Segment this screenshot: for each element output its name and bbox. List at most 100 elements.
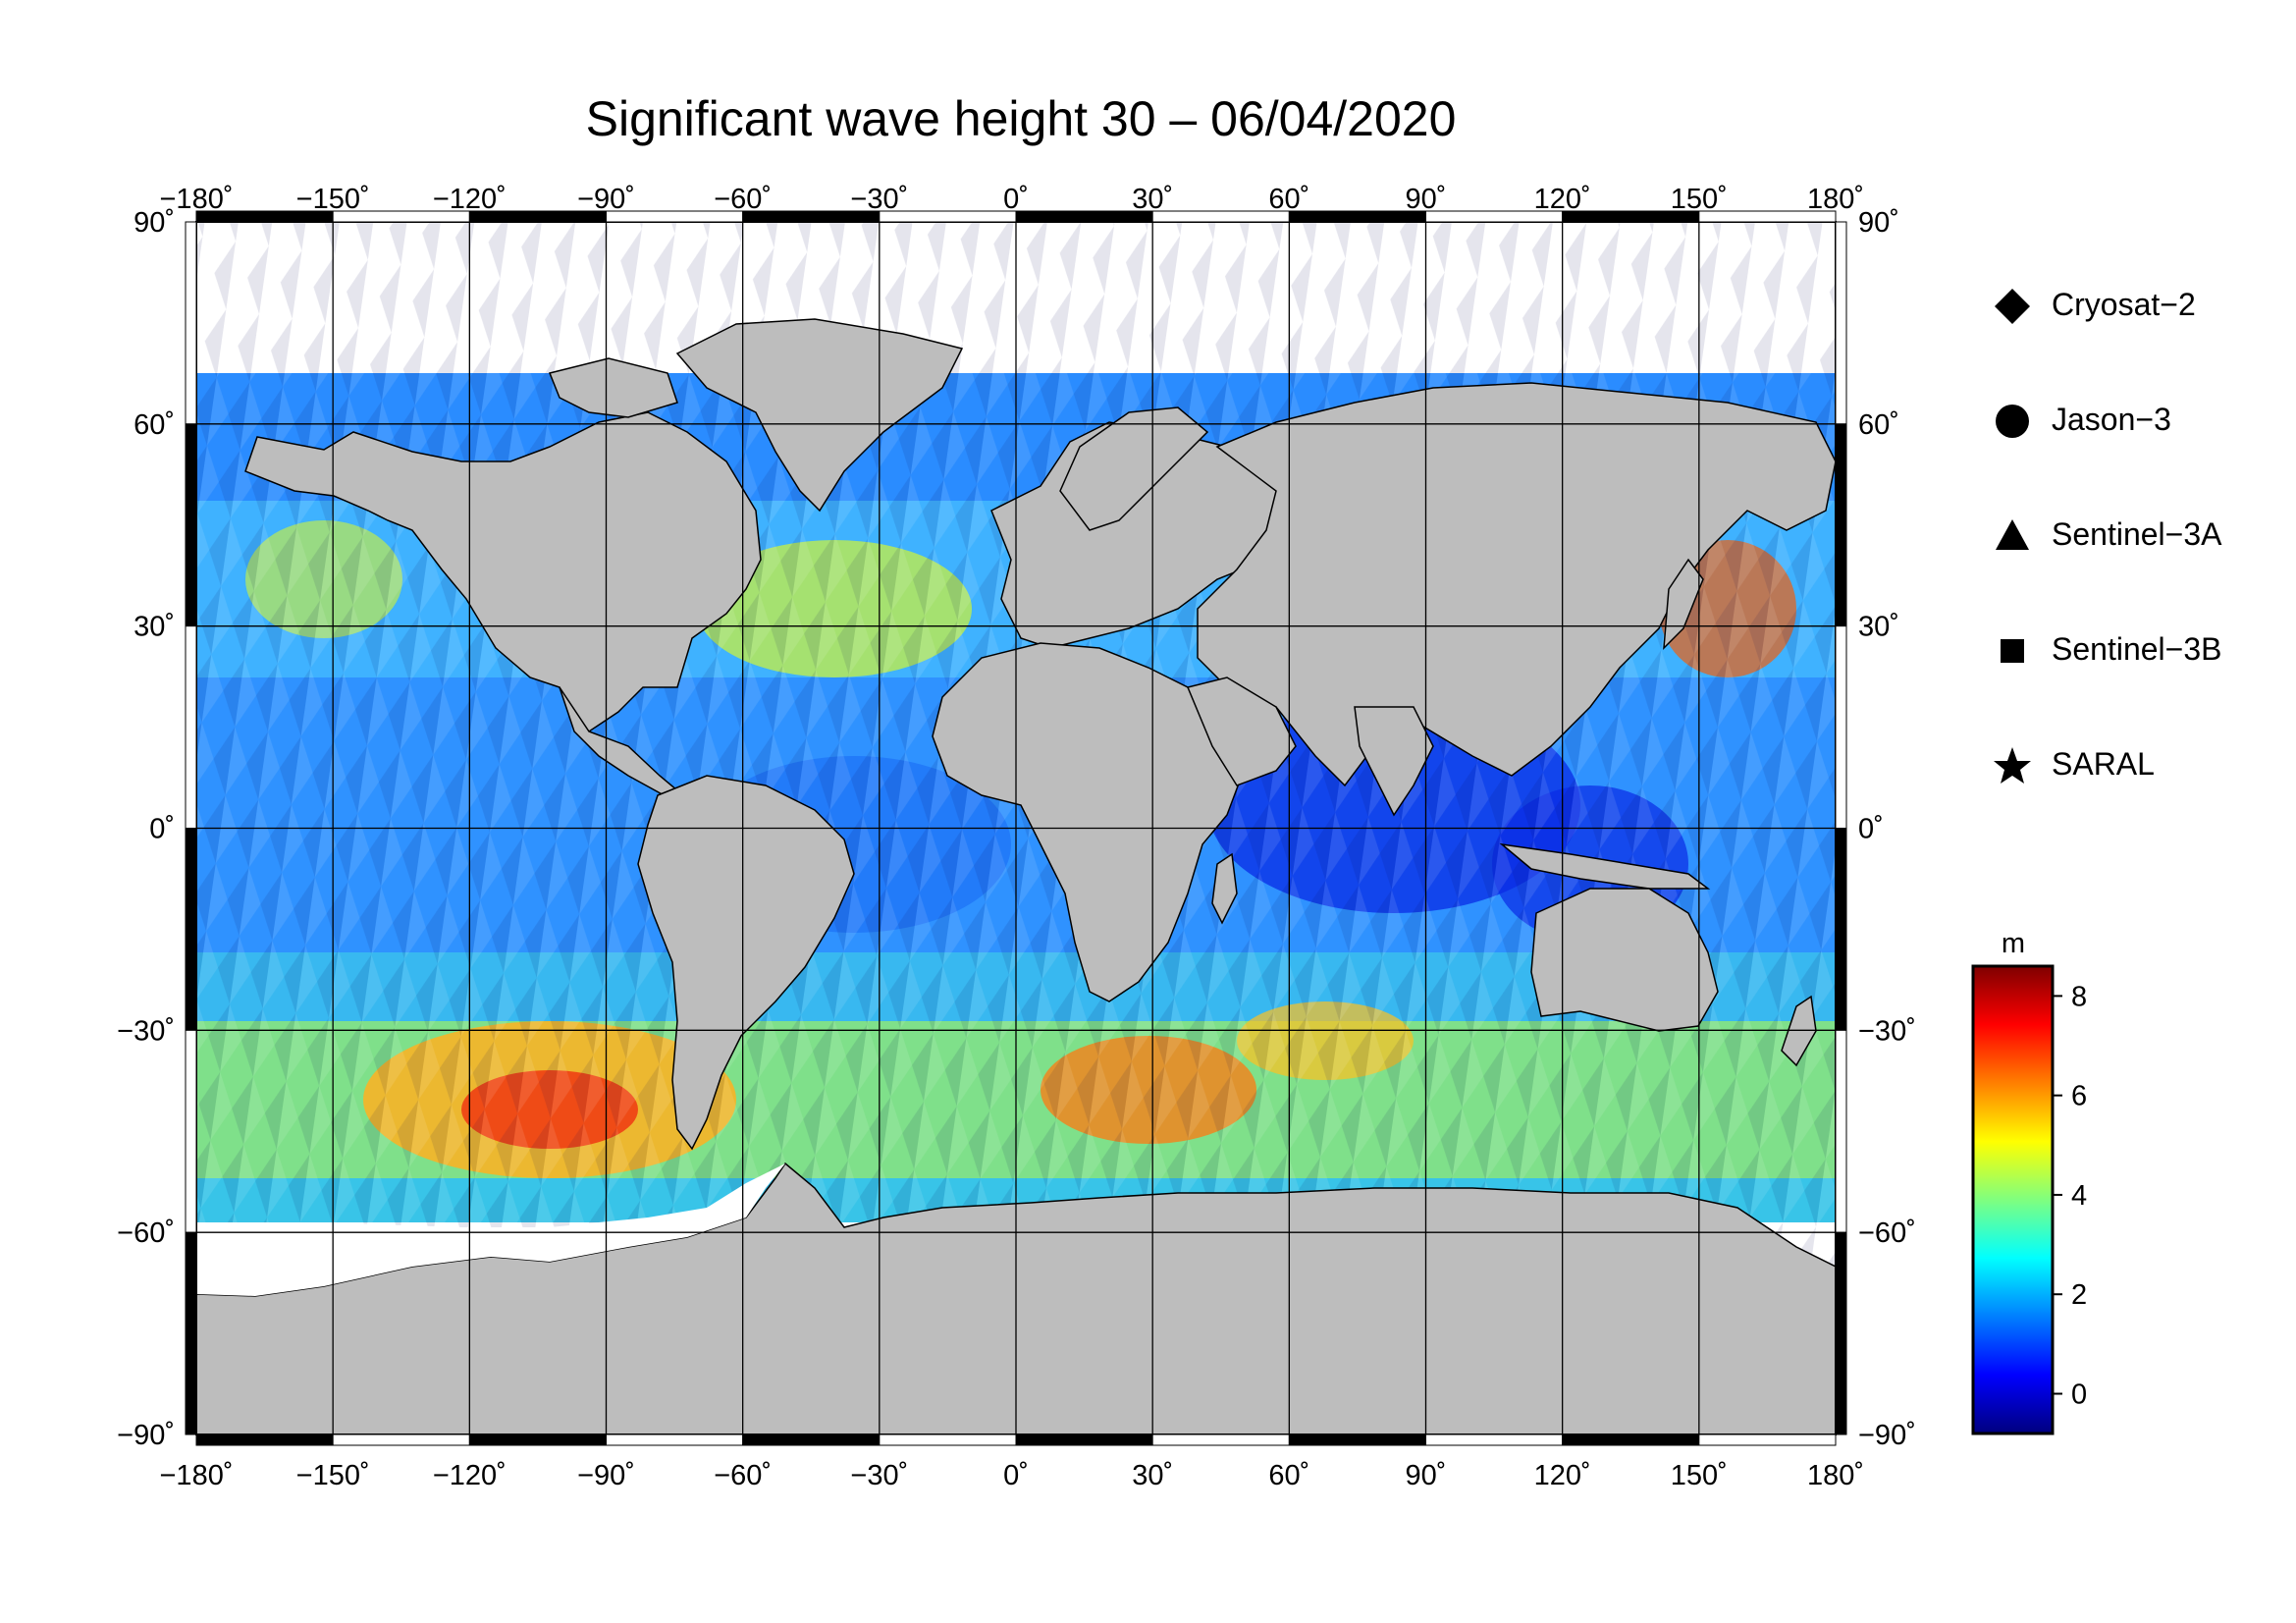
australia [1530,888,1719,1032]
lon-tick-label: −30˚ [850,184,908,215]
lat-tick-label: 0˚ [149,814,175,845]
frame-segment-bottom [332,1434,470,1446]
colorbar-tick-label: 6 [2071,1081,2087,1112]
lon-tick-label: −180˚ [160,184,234,215]
lat-tick-label: −90˚ [1858,1420,1916,1451]
colorbar-tick-label: 8 [2071,981,2087,1012]
triangle-icon [1993,516,2032,561]
legend-label: Sentinel−3A [2052,516,2222,552]
frame-segment-bottom [1425,1434,1564,1446]
scandinavia [1059,406,1209,531]
south-america [637,775,855,1151]
star-icon [1993,746,2032,790]
frame-segment-bottom [1015,1434,1153,1446]
frame-segment-right [1835,1231,1847,1435]
map-title: Significant wave height 30 – 06/04/2020 [585,91,1457,146]
frame-segment-bottom [468,1434,608,1446]
lon-tick-label: 120˚ [1534,1460,1591,1491]
lon-tick-label: −180˚ [160,1460,234,1491]
circle-icon [1993,402,2032,446]
lat-tick-label: 90˚ [1858,207,1899,239]
lat-tick-label: 0˚ [1858,814,1884,845]
colorbar-unit: m [2002,928,2025,959]
frame-segment-right [1835,625,1847,830]
colorbar: m 8 6 4 2 0 [1971,928,2087,1435]
indonesia [1499,842,1711,890]
lon-tick-label: 150˚ [1671,1460,1728,1491]
north-america [244,411,762,732]
frame-segment-left [185,828,197,1031]
frame-segment-top [1698,210,1837,223]
colorbar-bar [1971,964,2055,1435]
lon-tick-label: 90˚ [1406,184,1447,215]
graticule [196,222,1836,1434]
colorbar-tick-label: 2 [2071,1279,2087,1311]
frame-segment-bottom [1288,1434,1427,1446]
frame-segment-right [1835,423,1847,627]
frame-segment-left [185,423,197,627]
frame-segment-bottom [879,1434,1017,1446]
lat-tick-labels-right: 90˚ 60˚ 30˚ 0˚ −30˚ −60˚ −90˚ [1858,207,1916,1451]
lon-tick-labels-top: −180˚ −150˚ −120˚ −90˚ −60˚ −30˚ 0˚ 30˚ 60˚ 90˚ 12… [160,184,1865,215]
frame-segment-bottom [606,1434,744,1446]
lat-tick-label: −30˚ [1858,1015,1916,1047]
madagascar [1211,852,1238,925]
map-panel [185,210,1847,1446]
frame-segment-right [1835,1029,1847,1233]
frame-segment-left [185,625,197,830]
lon-tick-label: 90˚ [1406,1460,1447,1491]
lon-tick-label: 30˚ [1132,1460,1173,1491]
frame-segment-right [1835,828,1847,1031]
india [1354,706,1434,817]
colorbar-tick-label: 4 [2071,1180,2087,1212]
lat-tick-label: −30˚ [117,1015,175,1047]
colorbar-ticks: 8 6 4 2 0 [2053,981,2087,1410]
lon-tick-label: 120˚ [1534,184,1591,215]
legend-label: Sentinel−3B [2052,631,2222,667]
lon-tick-label: 60˚ [1268,184,1309,215]
asia [1197,382,1837,787]
lon-tick-label: 0˚ [1003,1460,1029,1491]
frame-segment-bottom [742,1434,881,1446]
frame-segment-left [185,221,197,425]
lon-tick-label: −60˚ [714,184,772,215]
sea-ice [196,1163,785,1296]
lat-tick-label: 60˚ [133,409,175,441]
lon-tick-labels-bottom: −180˚ −150˚ −120˚ −90˚ −60˚ −30˚ 0˚ 30˚ 60˚ 90˚ 12… [160,1460,1865,1491]
lon-tick-label: 150˚ [1671,184,1728,215]
lon-tick-label: 180˚ [1807,184,1864,215]
map-frame [185,210,1847,1446]
lon-tick-label: −30˚ [850,1460,908,1491]
lon-tick-label: −150˚ [296,184,370,215]
frame-segment-bottom [1151,1434,1290,1446]
africa [932,642,1243,1002]
lon-tick-label: 60˚ [1268,1460,1309,1491]
legend-label: SARAL [2052,746,2155,782]
greenland [675,318,964,513]
lat-tick-label: 60˚ [1858,409,1899,441]
legend-label: Jason−3 [2052,402,2171,437]
arctic-islands [548,357,678,418]
lon-tick-label: 0˚ [1003,184,1029,215]
frame-segment-right [1835,221,1847,425]
lon-tick-label: −150˚ [296,1460,370,1491]
lon-tick-label: −120˚ [433,1460,507,1491]
lat-tick-label: −60˚ [1858,1217,1916,1249]
lat-tick-label: 30˚ [1858,612,1899,643]
legend-label: Cryosat−2 [2052,287,2196,322]
new-zealand [1781,995,1817,1067]
lat-tick-label: 90˚ [133,207,175,239]
frame-segment-bottom [1698,1434,1837,1446]
colorbar-tick-label: 0 [2071,1379,2087,1410]
frame-segment-bottom [195,1434,334,1446]
square-icon [1993,631,2032,676]
frame-segment-left [185,1029,197,1233]
lat-tick-label: −90˚ [117,1420,175,1451]
lon-tick-label: −120˚ [433,184,507,215]
diamond-icon [1993,287,2032,331]
frame-segment-left [185,1231,197,1435]
lat-tick-label: 30˚ [133,612,175,643]
arabia [1186,676,1297,786]
lon-tick-label: 180˚ [1807,1460,1864,1491]
